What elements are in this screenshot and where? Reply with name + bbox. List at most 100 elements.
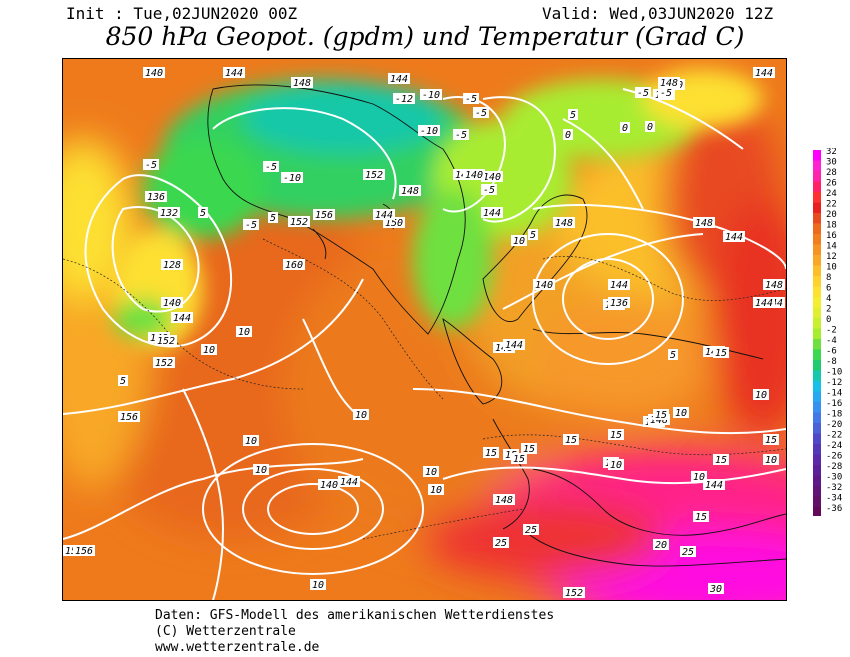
legend-color-swatch xyxy=(813,349,821,361)
geopotential-label: 148 xyxy=(399,185,421,197)
legend-label: -14 xyxy=(826,389,842,399)
temperature-label: 15 xyxy=(483,447,499,459)
svg-text:5: 5 xyxy=(570,110,576,121)
legend-label: -2 xyxy=(826,326,837,336)
svg-text:140: 140 xyxy=(145,68,163,79)
legend-label: 28 xyxy=(826,168,837,178)
legend-color-swatch xyxy=(813,160,821,172)
geopotential-label: 148 xyxy=(763,279,785,291)
svg-text:0: 0 xyxy=(647,122,653,133)
legend-color-swatch xyxy=(813,276,821,287)
svg-text:144: 144 xyxy=(755,68,773,79)
svg-text:5: 5 xyxy=(200,208,206,219)
temperature-label: -5 xyxy=(463,93,479,105)
svg-text:10: 10 xyxy=(693,472,705,483)
temperature-label: 10 xyxy=(608,459,624,471)
svg-text:144: 144 xyxy=(725,232,743,243)
legend-label: 4 xyxy=(826,294,831,304)
legend-color-swatch xyxy=(813,370,821,382)
svg-text:20: 20 xyxy=(655,540,667,551)
geopotential-label: 144 xyxy=(373,209,395,221)
legend-label: -20 xyxy=(826,420,842,430)
geopotential-label: 144 xyxy=(703,479,725,491)
svg-text:5: 5 xyxy=(270,213,276,224)
temperature-label: -5 xyxy=(143,159,159,171)
legend-color-swatch xyxy=(813,328,821,340)
svg-text:10: 10 xyxy=(245,436,257,447)
svg-text:-5: -5 xyxy=(145,160,157,171)
geopotential-label: 144 xyxy=(223,67,245,79)
legend-color-swatch xyxy=(813,181,821,193)
svg-text:10: 10 xyxy=(238,327,250,338)
svg-text:10: 10 xyxy=(610,460,622,471)
svg-text:25: 25 xyxy=(525,525,537,536)
svg-text:152: 152 xyxy=(290,217,308,228)
svg-text:128: 128 xyxy=(163,260,181,271)
temperature-label: -5 xyxy=(453,129,469,141)
legend-label: 16 xyxy=(826,231,837,241)
temperature-label: 10 xyxy=(253,464,269,476)
legend-label: 24 xyxy=(826,189,837,199)
legend-label: 0 xyxy=(826,315,831,325)
svg-text:-5: -5 xyxy=(455,130,467,141)
svg-text:-5: -5 xyxy=(245,220,257,231)
temperature-label: 5 xyxy=(528,229,538,241)
legend-label: -4 xyxy=(826,336,837,346)
svg-text:148: 148 xyxy=(660,78,678,89)
svg-text:15: 15 xyxy=(610,430,622,441)
svg-text:144: 144 xyxy=(173,313,191,324)
temperature-label: 15 xyxy=(713,454,729,466)
svg-text:148: 148 xyxy=(695,218,713,229)
svg-text:15: 15 xyxy=(715,455,727,466)
svg-text:-5: -5 xyxy=(637,88,649,99)
svg-text:136: 136 xyxy=(610,298,628,309)
geopotential-label: 148 xyxy=(493,494,515,506)
svg-text:0: 0 xyxy=(622,123,628,134)
legend-label: 20 xyxy=(826,210,837,220)
svg-text:-10: -10 xyxy=(420,126,438,137)
svg-text:15: 15 xyxy=(565,435,577,446)
geopotential-label: 156 xyxy=(73,545,95,557)
svg-text:-10: -10 xyxy=(422,90,440,101)
svg-text:-12: -12 xyxy=(395,94,413,105)
init-time: Init : Tue,02JUN2020 00Z xyxy=(66,4,298,23)
geopotential-label: 140 xyxy=(318,479,340,491)
geopotential-label: 152 xyxy=(288,216,310,228)
temperature-label: -5 xyxy=(263,161,279,173)
geopotential-label: 152 xyxy=(363,169,385,181)
svg-text:144: 144 xyxy=(375,210,393,221)
geopotential-label: 156 xyxy=(118,411,140,423)
geopotential-label: 148 xyxy=(693,217,715,229)
temperature-label: 0 xyxy=(645,121,655,133)
temperature-label: -5 xyxy=(243,219,259,231)
geopotential-label: 144 xyxy=(481,207,503,219)
svg-text:-5: -5 xyxy=(660,88,672,99)
legend-color-swatch xyxy=(813,192,821,203)
legend-label: -22 xyxy=(826,431,842,441)
temperature-legend: 32302826242220181614121086420-2-4-6-8-10… xyxy=(813,148,842,516)
svg-text:148: 148 xyxy=(495,495,513,506)
legend-color-swatch xyxy=(813,307,821,319)
temperature-label: 10 xyxy=(673,407,689,419)
svg-text:156: 156 xyxy=(120,412,138,423)
legend-color-swatch xyxy=(813,223,821,235)
legend-label: -26 xyxy=(826,452,842,462)
svg-text:25: 25 xyxy=(682,547,694,558)
legend-color-swatch xyxy=(813,454,821,466)
svg-text:148: 148 xyxy=(401,186,419,197)
temperature-label: 25 xyxy=(493,537,509,549)
legend-label: -28 xyxy=(826,462,842,472)
svg-text:10: 10 xyxy=(355,410,367,421)
svg-text:160: 160 xyxy=(285,260,303,271)
svg-text:15: 15 xyxy=(485,448,497,459)
legend-label: 26 xyxy=(826,179,837,189)
svg-text:156: 156 xyxy=(75,546,93,557)
temperature-label: 0 xyxy=(563,129,573,141)
temperature-label: 5 xyxy=(198,207,208,219)
temperature-isolines xyxy=(63,238,786,540)
legend-color-swatch xyxy=(813,412,821,424)
legend-label: -12 xyxy=(826,378,842,388)
svg-text:144: 144 xyxy=(340,477,358,488)
svg-text:5: 5 xyxy=(120,376,126,387)
temperature-label: 30 xyxy=(708,583,724,595)
